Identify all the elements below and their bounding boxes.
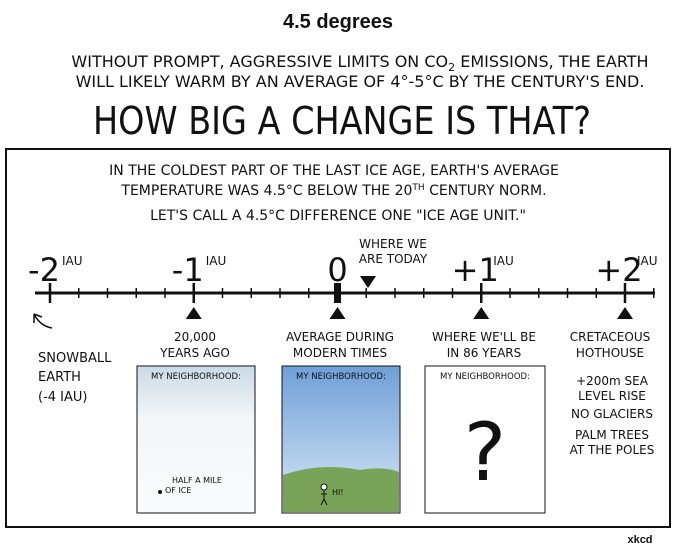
scale-label: 0 <box>327 251 347 289</box>
note: +200m SEA <box>576 374 649 388</box>
ice-panel <box>136 365 256 514</box>
caption: 20,000 <box>174 330 216 344</box>
scale-label: -2 <box>28 251 60 289</box>
ground <box>283 466 399 512</box>
footer: xkcd <box>627 534 652 546</box>
title: 4.5 degrees <box>283 11 393 33</box>
caption: SNOWBALL <box>38 351 112 366</box>
intro-line: WILL LIKELY WARM BY AN AVERAGE OF 4°-5°C… <box>76 72 645 91</box>
scale-unit: IAU <box>637 254 658 268</box>
panel-intro: TEMPERATURE WAS 4.5°C BELOW THE 20TH CEN… <box>120 183 546 199</box>
ice-note: HALF A MILE <box>172 476 222 485</box>
today-label: ARE TODAY <box>359 252 428 266</box>
caption: IN 86 YEARS <box>447 346 522 360</box>
pointer <box>617 307 633 319</box>
caption: HOTHOUSE <box>576 346 644 360</box>
caption: CRETACEOUS <box>570 330 651 344</box>
intro-line: WITHOUT PROMPT, AGGRESSIVE LIMITS ON CO2… <box>71 52 648 74</box>
note: NO GLACIERS <box>571 407 653 421</box>
greeting: HI! <box>332 488 344 497</box>
pointer <box>185 307 202 319</box>
note: LEVEL RISE <box>578 389 646 403</box>
scale-unit: IAU <box>206 254 227 268</box>
panel-label: MY NEIGHBORHOOD: <box>296 372 386 382</box>
caption: (-4 IAU) <box>38 390 87 405</box>
scale-unit: IAU <box>62 254 83 268</box>
caption: YEARS AGO <box>159 346 230 360</box>
caption: WHERE WE'LL BE <box>432 330 536 344</box>
caption: AVERAGE DURING <box>286 330 394 344</box>
scale-label: +1 <box>452 251 499 289</box>
future-panel <box>424 365 546 514</box>
ice-note: OF ICE <box>165 486 191 495</box>
scale-label: +2 <box>595 251 642 289</box>
panel-intro: LET'S CALL A 4.5°C DIFFERENCE ONE "ICE A… <box>150 208 526 224</box>
scale-label: -1 <box>172 251 204 289</box>
panel-intro: IN THE COLDEST PART OF THE LAST ICE AGE,… <box>109 163 559 179</box>
question: HOW BIG A CHANGE IS THAT? <box>93 99 591 143</box>
snowball-arrow <box>33 313 53 329</box>
panel-border <box>5 148 671 528</box>
question-mark: ? <box>464 406 506 499</box>
panel-label: MY NEIGHBORHOOD: <box>151 372 241 382</box>
today-label: WHERE WE <box>359 237 427 251</box>
stick-figure <box>320 490 328 506</box>
today-pointer <box>360 276 376 288</box>
pointer <box>473 307 490 319</box>
pointer <box>329 307 346 319</box>
caption: EARTH <box>38 370 81 385</box>
stick-figure <box>320 483 328 491</box>
panel-label: MY NEIGHBORHOOD: <box>440 372 530 382</box>
note: PALM TREES <box>575 428 649 442</box>
note: AT THE POLES <box>570 443 655 457</box>
scale-unit: IAU <box>493 254 514 268</box>
tiny-person <box>158 490 162 494</box>
caption: MODERN TIMES <box>293 346 387 360</box>
